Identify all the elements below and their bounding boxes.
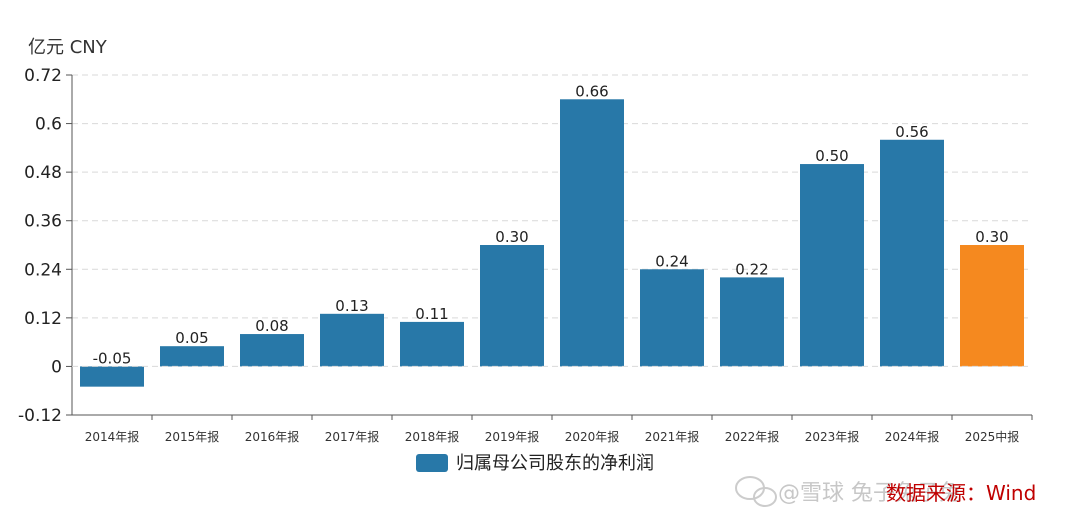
bar-2019年报	[480, 245, 544, 367]
legend-swatch	[416, 454, 448, 472]
bar-2020年报	[560, 99, 624, 367]
bar-2016年报	[240, 334, 304, 367]
x-category-label: 2022年报	[725, 429, 780, 444]
x-category-label: 2017年报	[325, 429, 380, 444]
x-category-label: 2019年报	[485, 429, 540, 444]
x-category-label: 2020年报	[565, 429, 620, 444]
x-category-label: 2018年报	[405, 429, 460, 444]
wechat-icon	[735, 476, 777, 507]
watermark-text: @雪球 兔子兔子兔	[778, 481, 961, 506]
x-axis-categories: 2014年报 2015年报 2016年报 2017年报 2018年报 2019年报 2020…	[85, 415, 1033, 444]
y-axis-unit-label: 亿元 CNY	[28, 37, 108, 58]
data-label: 0.05	[175, 329, 208, 347]
watermark: @雪球 兔子兔子兔	[735, 476, 961, 507]
y-tick-label: 0.12	[24, 309, 62, 329]
y-axis-ticks: -0.12 0 0.12 0.24 0.36 0.48 0.6 0.72	[18, 66, 72, 426]
data-label: 0.08	[255, 317, 288, 335]
x-category-label: 2023年报	[805, 429, 860, 444]
y-tick-label: 0.24	[24, 260, 62, 280]
bar-2018年报	[400, 321, 464, 367]
bar-2017年报	[320, 313, 384, 367]
y-tick-label: 0.48	[24, 163, 62, 183]
data-label: 0.24	[655, 252, 688, 270]
bar-2025中报	[960, 245, 1024, 367]
bar-2014年报	[80, 366, 144, 387]
x-category-label: 2015年报	[165, 429, 220, 444]
data-label: 0.30	[975, 228, 1008, 246]
y-tick-label: 0.72	[24, 66, 62, 86]
data-source-label: 数据来源：Wind	[886, 481, 1036, 505]
data-label: 0.56	[895, 123, 928, 141]
y-tick-label: 0.36	[24, 212, 62, 232]
x-category-label: 2014年报	[85, 429, 140, 444]
x-category-label: 2016年报	[245, 429, 300, 444]
legend-label: 归属母公司股东的净利润	[456, 453, 654, 474]
data-label: 0.13	[335, 297, 368, 315]
bars	[80, 99, 1024, 387]
y-tick-label: 0	[51, 357, 62, 377]
legend: 归属母公司股东的净利润	[416, 453, 654, 474]
x-category-label: 2025中报	[965, 429, 1020, 444]
bar-2015年报	[160, 346, 224, 367]
y-tick-label: 0.6	[35, 115, 62, 135]
data-label: 0.11	[415, 305, 448, 323]
data-label: 0.30	[495, 228, 528, 246]
x-category-label: 2024年报	[885, 429, 940, 444]
grid-lines	[72, 74, 1032, 416]
data-label: 0.22	[735, 260, 768, 278]
bar-2024年报	[880, 139, 944, 367]
bar-2021年报	[640, 269, 704, 367]
x-category-label: 2021年报	[645, 429, 700, 444]
y-tick-label: -0.12	[18, 406, 62, 426]
bar-2022年报	[720, 277, 784, 367]
data-label: -0.05	[93, 349, 132, 367]
data-label: 0.66	[575, 82, 608, 100]
bar-2023年报	[800, 164, 864, 367]
data-label: 0.50	[815, 147, 848, 165]
data-labels: -0.05 0.05 0.08 0.13 0.11 0.30 0.66 0.24 0.22 0.5…	[93, 82, 1009, 367]
